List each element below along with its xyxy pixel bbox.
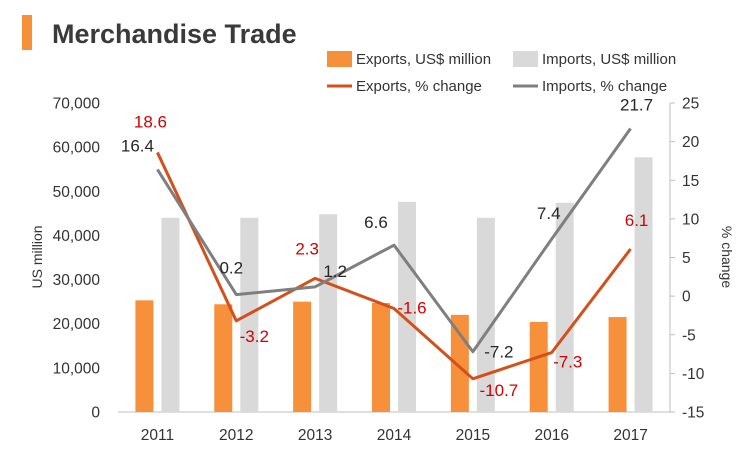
y-tick-label: 60,000 bbox=[53, 140, 101, 157]
exports-bar bbox=[529, 321, 548, 412]
y2-tick-label: 15 bbox=[682, 173, 699, 190]
imports-change-label: 0.2 bbox=[219, 259, 243, 278]
exports-bar bbox=[608, 317, 627, 412]
exports-bar bbox=[293, 301, 312, 412]
exports-bar bbox=[135, 300, 154, 412]
imports-bar bbox=[319, 214, 338, 412]
y2-tick-label: -10 bbox=[682, 366, 705, 383]
imports-change-label: 16.4 bbox=[121, 136, 154, 155]
imports-change-label: 1.2 bbox=[323, 262, 347, 281]
y-tick-label: 30,000 bbox=[53, 272, 101, 289]
exports-change-label: 18.6 bbox=[134, 112, 167, 131]
y2-tick-label: 5 bbox=[682, 250, 691, 267]
data-labels: 18.6 -3.2 2.3 -1.6 -10.7 -7.3 6.1 16.4 0.2 1.2 6.6… bbox=[121, 95, 653, 399]
exports-change-label: -1.6 bbox=[397, 298, 426, 317]
imports-change-label: 7.4 bbox=[537, 204, 561, 223]
exports-bar bbox=[372, 302, 390, 412]
exports-change-label: 6.1 bbox=[625, 211, 649, 230]
exports-change-label: -3.2 bbox=[240, 327, 269, 346]
x-tick-label: 2015 bbox=[456, 427, 490, 444]
imports-change-label: 6.6 bbox=[364, 213, 388, 232]
y2-tick-label: 20 bbox=[682, 134, 700, 151]
imports-bar bbox=[476, 217, 495, 412]
y2-tick-label: 25 bbox=[682, 96, 699, 113]
imports-change-label: 21.7 bbox=[620, 95, 653, 114]
x-tick-label: 2012 bbox=[219, 427, 253, 444]
chart-title: Merchandise Trade bbox=[52, 19, 297, 49]
legend-label-imports-bar: Imports, US$ million bbox=[542, 51, 676, 68]
exports-change-label: -7.3 bbox=[553, 353, 582, 372]
imports-bar bbox=[161, 217, 180, 412]
y2-tick-label: 10 bbox=[682, 211, 700, 228]
x-tick-label: 2017 bbox=[613, 427, 647, 444]
axes: 0 10,000 20,000 30,000 40,000 50,000 60,000 70,… bbox=[53, 96, 705, 445]
y2-tick-label: 0 bbox=[682, 289, 691, 306]
y-tick-label: 70,000 bbox=[53, 96, 101, 113]
y2-axis-title: % change bbox=[719, 226, 735, 288]
exports-change-label: -10.7 bbox=[479, 381, 518, 400]
legend: Exports, US$ million Imports, US$ millio… bbox=[327, 51, 676, 95]
y-tick-label: 50,000 bbox=[53, 184, 101, 201]
y-axis-title: US million bbox=[29, 225, 45, 288]
y-tick-label: 0 bbox=[91, 405, 100, 422]
imports-bar bbox=[555, 202, 574, 412]
y-tick-label: 20,000 bbox=[53, 316, 101, 333]
legend-label-imports-line: Imports, % change bbox=[542, 78, 667, 95]
lines bbox=[156, 127, 632, 381]
x-tick-label: 2011 bbox=[141, 427, 174, 444]
imports-change-label: -7.2 bbox=[484, 343, 513, 362]
y-tick-label: 40,000 bbox=[53, 228, 101, 245]
x-tick-label: 2014 bbox=[377, 427, 412, 444]
legend-label-exports-line: Exports, % change bbox=[356, 78, 482, 95]
x-tick-label: 2016 bbox=[534, 427, 568, 444]
exports-change-label: 2.3 bbox=[295, 239, 319, 258]
bars bbox=[135, 157, 653, 412]
y2-tick-label: -5 bbox=[682, 327, 696, 344]
exports-bar bbox=[214, 304, 233, 412]
imports-bar bbox=[634, 157, 653, 412]
x-tick-label: 2013 bbox=[298, 427, 332, 444]
y-tick-label: 10,000 bbox=[53, 360, 101, 377]
legend-label-exports-bar: Exports, US$ million bbox=[356, 51, 491, 68]
legend-swatch-imports-bar bbox=[513, 51, 538, 67]
legend-swatch-exports-bar bbox=[327, 51, 352, 67]
y2-tick-label: -15 bbox=[682, 405, 704, 422]
title-accent-bar bbox=[22, 15, 32, 50]
